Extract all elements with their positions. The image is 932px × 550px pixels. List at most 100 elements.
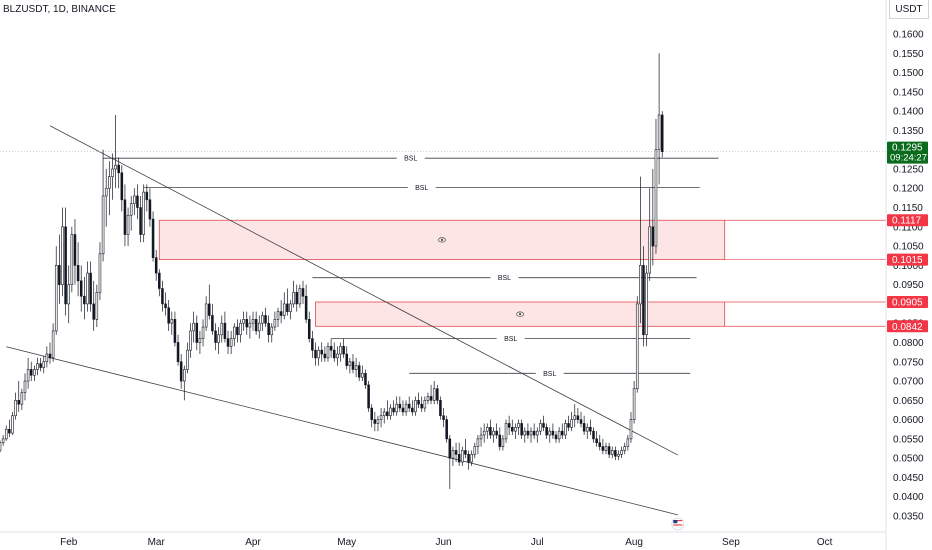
candle-body (361, 373, 364, 378)
zone-top-price-tag-text: 0.0905 (892, 297, 923, 308)
bsl-label: BSL (498, 275, 511, 282)
candle-body (136, 195, 139, 208)
zone-bottom-price-tag-bg (887, 253, 928, 266)
candle-body (326, 346, 330, 359)
candle-body (610, 450, 614, 455)
candle-body (170, 319, 174, 324)
candle-body (304, 295, 308, 320)
candle-body (92, 303, 95, 320)
trendline (49, 125, 679, 456)
candle-body (161, 288, 164, 305)
candle-body (448, 438, 452, 459)
candle-body (467, 454, 470, 463)
candle-body (432, 388, 436, 401)
candle-body (17, 400, 21, 405)
candle-body (20, 392, 24, 405)
y-tick-label: 0.1450 (893, 87, 924, 98)
candle-body (54, 265, 58, 332)
candle-body (98, 253, 102, 293)
eye-pupil-icon (518, 312, 522, 316)
candle-body (64, 226, 67, 305)
candle-body (195, 322, 199, 343)
candle-body (23, 380, 27, 393)
candle-body (392, 407, 395, 413)
candle-body (176, 342, 180, 363)
candle-body (332, 349, 336, 359)
candle-body (151, 218, 155, 258)
candle-body (58, 265, 61, 285)
candle-body (648, 226, 651, 274)
candle-body (354, 365, 358, 370)
y-tick-label: 0.0950 (893, 280, 924, 291)
candle-body (276, 311, 280, 320)
candle-body (351, 361, 355, 370)
candle-body (582, 423, 586, 432)
candle-body (29, 369, 33, 376)
candle-body (183, 369, 186, 382)
candle-body (348, 361, 352, 366)
candle-body (367, 384, 370, 409)
candle-body (461, 450, 464, 463)
y-tick-label: 0.1150 (893, 203, 923, 214)
candle-body (576, 415, 580, 420)
candle-body (570, 419, 573, 428)
candle-body (442, 415, 445, 420)
candle-body (617, 454, 620, 457)
candle-body (436, 388, 439, 401)
candle-body (329, 346, 333, 351)
time-axis[interactable]: Feb Mar Apr May Jun Jul Aug Sep Oct (0, 517, 886, 548)
candle-body (626, 438, 630, 447)
candle-body (623, 446, 627, 451)
currency-button[interactable]: USDT (889, 0, 929, 19)
candle-body (532, 430, 536, 436)
candle-body (479, 434, 483, 440)
y-tick-label: 0.1200 (893, 184, 924, 195)
candle-body (523, 430, 527, 436)
candle-body (79, 280, 83, 297)
candle-body (567, 423, 570, 428)
candle-body (286, 303, 289, 312)
y-tick-label: 0.0500 (893, 454, 924, 465)
y-tick-label: 0.1050 (893, 242, 924, 253)
candle-body (635, 303, 639, 390)
candle-body (48, 353, 52, 359)
candle-body (607, 446, 611, 455)
us-flag-stripe-icon (673, 520, 683, 522)
us-flag-stripe-icon (673, 526, 683, 528)
candle-body (83, 295, 86, 305)
bsl-label: BSL (415, 185, 428, 192)
candle-body (86, 272, 89, 305)
candle-body (595, 438, 598, 444)
candle-body (282, 303, 286, 316)
candle-body (373, 419, 377, 424)
candle-body (554, 434, 558, 440)
bsl-label: BSL (404, 156, 417, 163)
candle-body (529, 430, 533, 436)
candle-body (379, 415, 383, 420)
zone-top-price-tag: 0.1117 (887, 214, 928, 227)
us-flag-stripe-icon (673, 524, 683, 526)
liquidity-lines-layer: BSL BSL BSL BSL BSL (0, 151, 886, 378)
candle-body (51, 330, 55, 359)
candle-body (445, 419, 448, 440)
us-flag-stripe-icon (673, 522, 683, 524)
candle-body (489, 427, 492, 436)
candle-body (261, 315, 264, 324)
candle-body (173, 319, 177, 343)
candle-body (145, 191, 149, 201)
candle-body (411, 407, 414, 413)
candle-body (33, 369, 36, 376)
price-axis[interactable]: 0.0350 0.0400 0.0450 0.0500 0.0550 0.0600 0.06… (885, 0, 924, 550)
candle-body (11, 415, 14, 434)
candle-body (223, 322, 227, 339)
candle-body (204, 303, 208, 328)
candle-body (123, 199, 127, 235)
zone-top-price-tag-bg (887, 214, 928, 227)
candle-body (211, 315, 214, 332)
symbol-title: BLZUSDT, 1D, BINANCE (3, 4, 116, 15)
candle-body (226, 338, 230, 347)
candle-body (386, 411, 389, 417)
candle-body (654, 149, 658, 247)
